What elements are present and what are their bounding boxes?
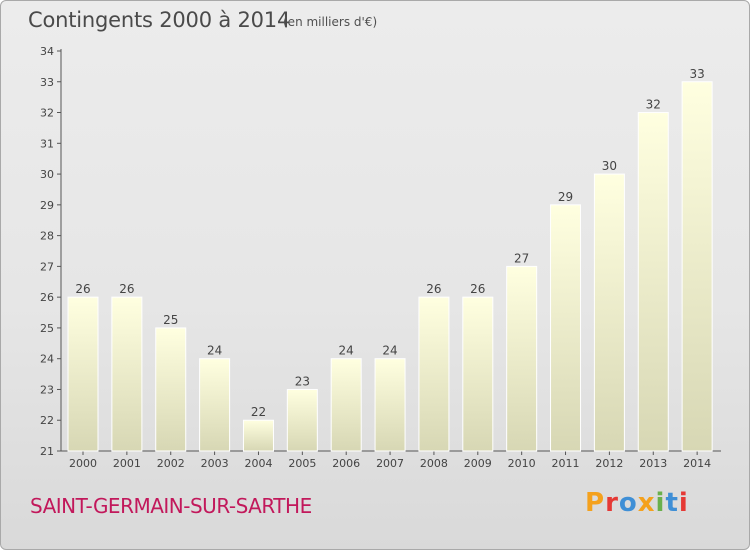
- bar-2008: [418, 296, 450, 452]
- bar-2001: [111, 296, 143, 452]
- bar-2013: [637, 112, 669, 452]
- x-tick-label-2002: 2002: [157, 457, 185, 470]
- x-tick-label-2013: 2013: [639, 457, 667, 470]
- bar-2014: [681, 81, 713, 452]
- chart-unit: (en milliers d'€): [283, 15, 378, 29]
- bar-2010: [506, 265, 538, 452]
- x-tick-label-2006: 2006: [332, 457, 360, 470]
- value-label-2001: 26: [119, 282, 134, 296]
- y-tick-label: 22: [40, 414, 54, 427]
- y-tick-label: 26: [40, 291, 54, 304]
- x-tick-label-2005: 2005: [288, 457, 316, 470]
- value-label-2000: 26: [75, 282, 90, 296]
- y-tick-label: 30: [40, 168, 54, 181]
- bar-2004: [242, 419, 274, 452]
- axis-layer: 21 22 23 24 25 26 27 28 29 30 31 32 33 34: [40, 45, 721, 458]
- x-tick-label-2011: 2011: [552, 457, 580, 470]
- bar-2005: [286, 388, 318, 452]
- y-tick-label: 33: [40, 76, 54, 89]
- proxiti-logo[interactable]: Proxiti: [585, 488, 689, 518]
- value-label-2010: 27: [514, 251, 529, 265]
- x-tick-label-2001: 2001: [113, 457, 141, 470]
- y-tick-label: 29: [40, 199, 54, 212]
- logo-letter: x: [637, 488, 656, 518]
- logo-letter: P: [585, 488, 606, 518]
- y-tick-label: 24: [40, 353, 54, 366]
- bar-2002: [155, 327, 187, 452]
- bar-2006: [330, 358, 362, 452]
- value-label-2007: 24: [382, 344, 397, 358]
- label-layer: 26 2000 26 2001 25 2002 24 2003 22 2004 23 2005 24 20…: [69, 67, 711, 470]
- value-label-2002: 25: [163, 313, 178, 327]
- logo-letter: t: [665, 488, 679, 518]
- value-label-2003: 24: [207, 344, 222, 358]
- value-label-2009: 26: [470, 282, 485, 296]
- logo-letter: i: [655, 488, 666, 518]
- logo-letter: r: [605, 488, 619, 518]
- y-tick-label: 34: [40, 45, 54, 58]
- x-tick-label-2007: 2007: [376, 457, 404, 470]
- place-name: SAINT-GERMAIN-SUR-SARTHE: [30, 494, 312, 518]
- x-tick-label-2000: 2000: [69, 457, 97, 470]
- value-label-2011: 29: [558, 190, 573, 204]
- y-tick-label: 25: [40, 322, 54, 335]
- y-tick-label: 27: [40, 260, 54, 273]
- y-tick-label: 31: [40, 137, 54, 150]
- x-tick-label-2010: 2010: [508, 457, 536, 470]
- bar-2003: [199, 358, 231, 452]
- value-label-2012: 30: [602, 159, 617, 173]
- logo-letter: i: [678, 488, 689, 518]
- x-tick-label-2008: 2008: [420, 457, 448, 470]
- x-tick-label-2014: 2014: [683, 457, 711, 470]
- logo-letter: o: [618, 488, 638, 518]
- chart-title: Contingents 2000 à 2014: [28, 8, 291, 32]
- value-label-2004: 22: [251, 405, 266, 419]
- bar-2007: [374, 358, 406, 452]
- x-tick-label-2009: 2009: [464, 457, 492, 470]
- bar-2000: [67, 296, 99, 452]
- y-tick-label: 23: [40, 383, 54, 396]
- y-tick-label: 32: [40, 107, 54, 120]
- bar-2011: [550, 204, 582, 452]
- bar-2009: [462, 296, 494, 452]
- y-tick-label: 28: [40, 230, 54, 243]
- x-tick-label-2004: 2004: [244, 457, 272, 470]
- value-label-2014: 33: [689, 67, 704, 81]
- x-tick-label-2012: 2012: [595, 457, 623, 470]
- value-label-2008: 26: [426, 282, 441, 296]
- value-label-2006: 24: [339, 344, 354, 358]
- value-label-2005: 23: [295, 374, 310, 388]
- bar-2012: [593, 173, 625, 452]
- y-tick-label: 21: [40, 445, 54, 458]
- x-tick-label-2003: 2003: [201, 457, 229, 470]
- bar-layer: [67, 81, 713, 452]
- value-label-2013: 32: [646, 98, 661, 112]
